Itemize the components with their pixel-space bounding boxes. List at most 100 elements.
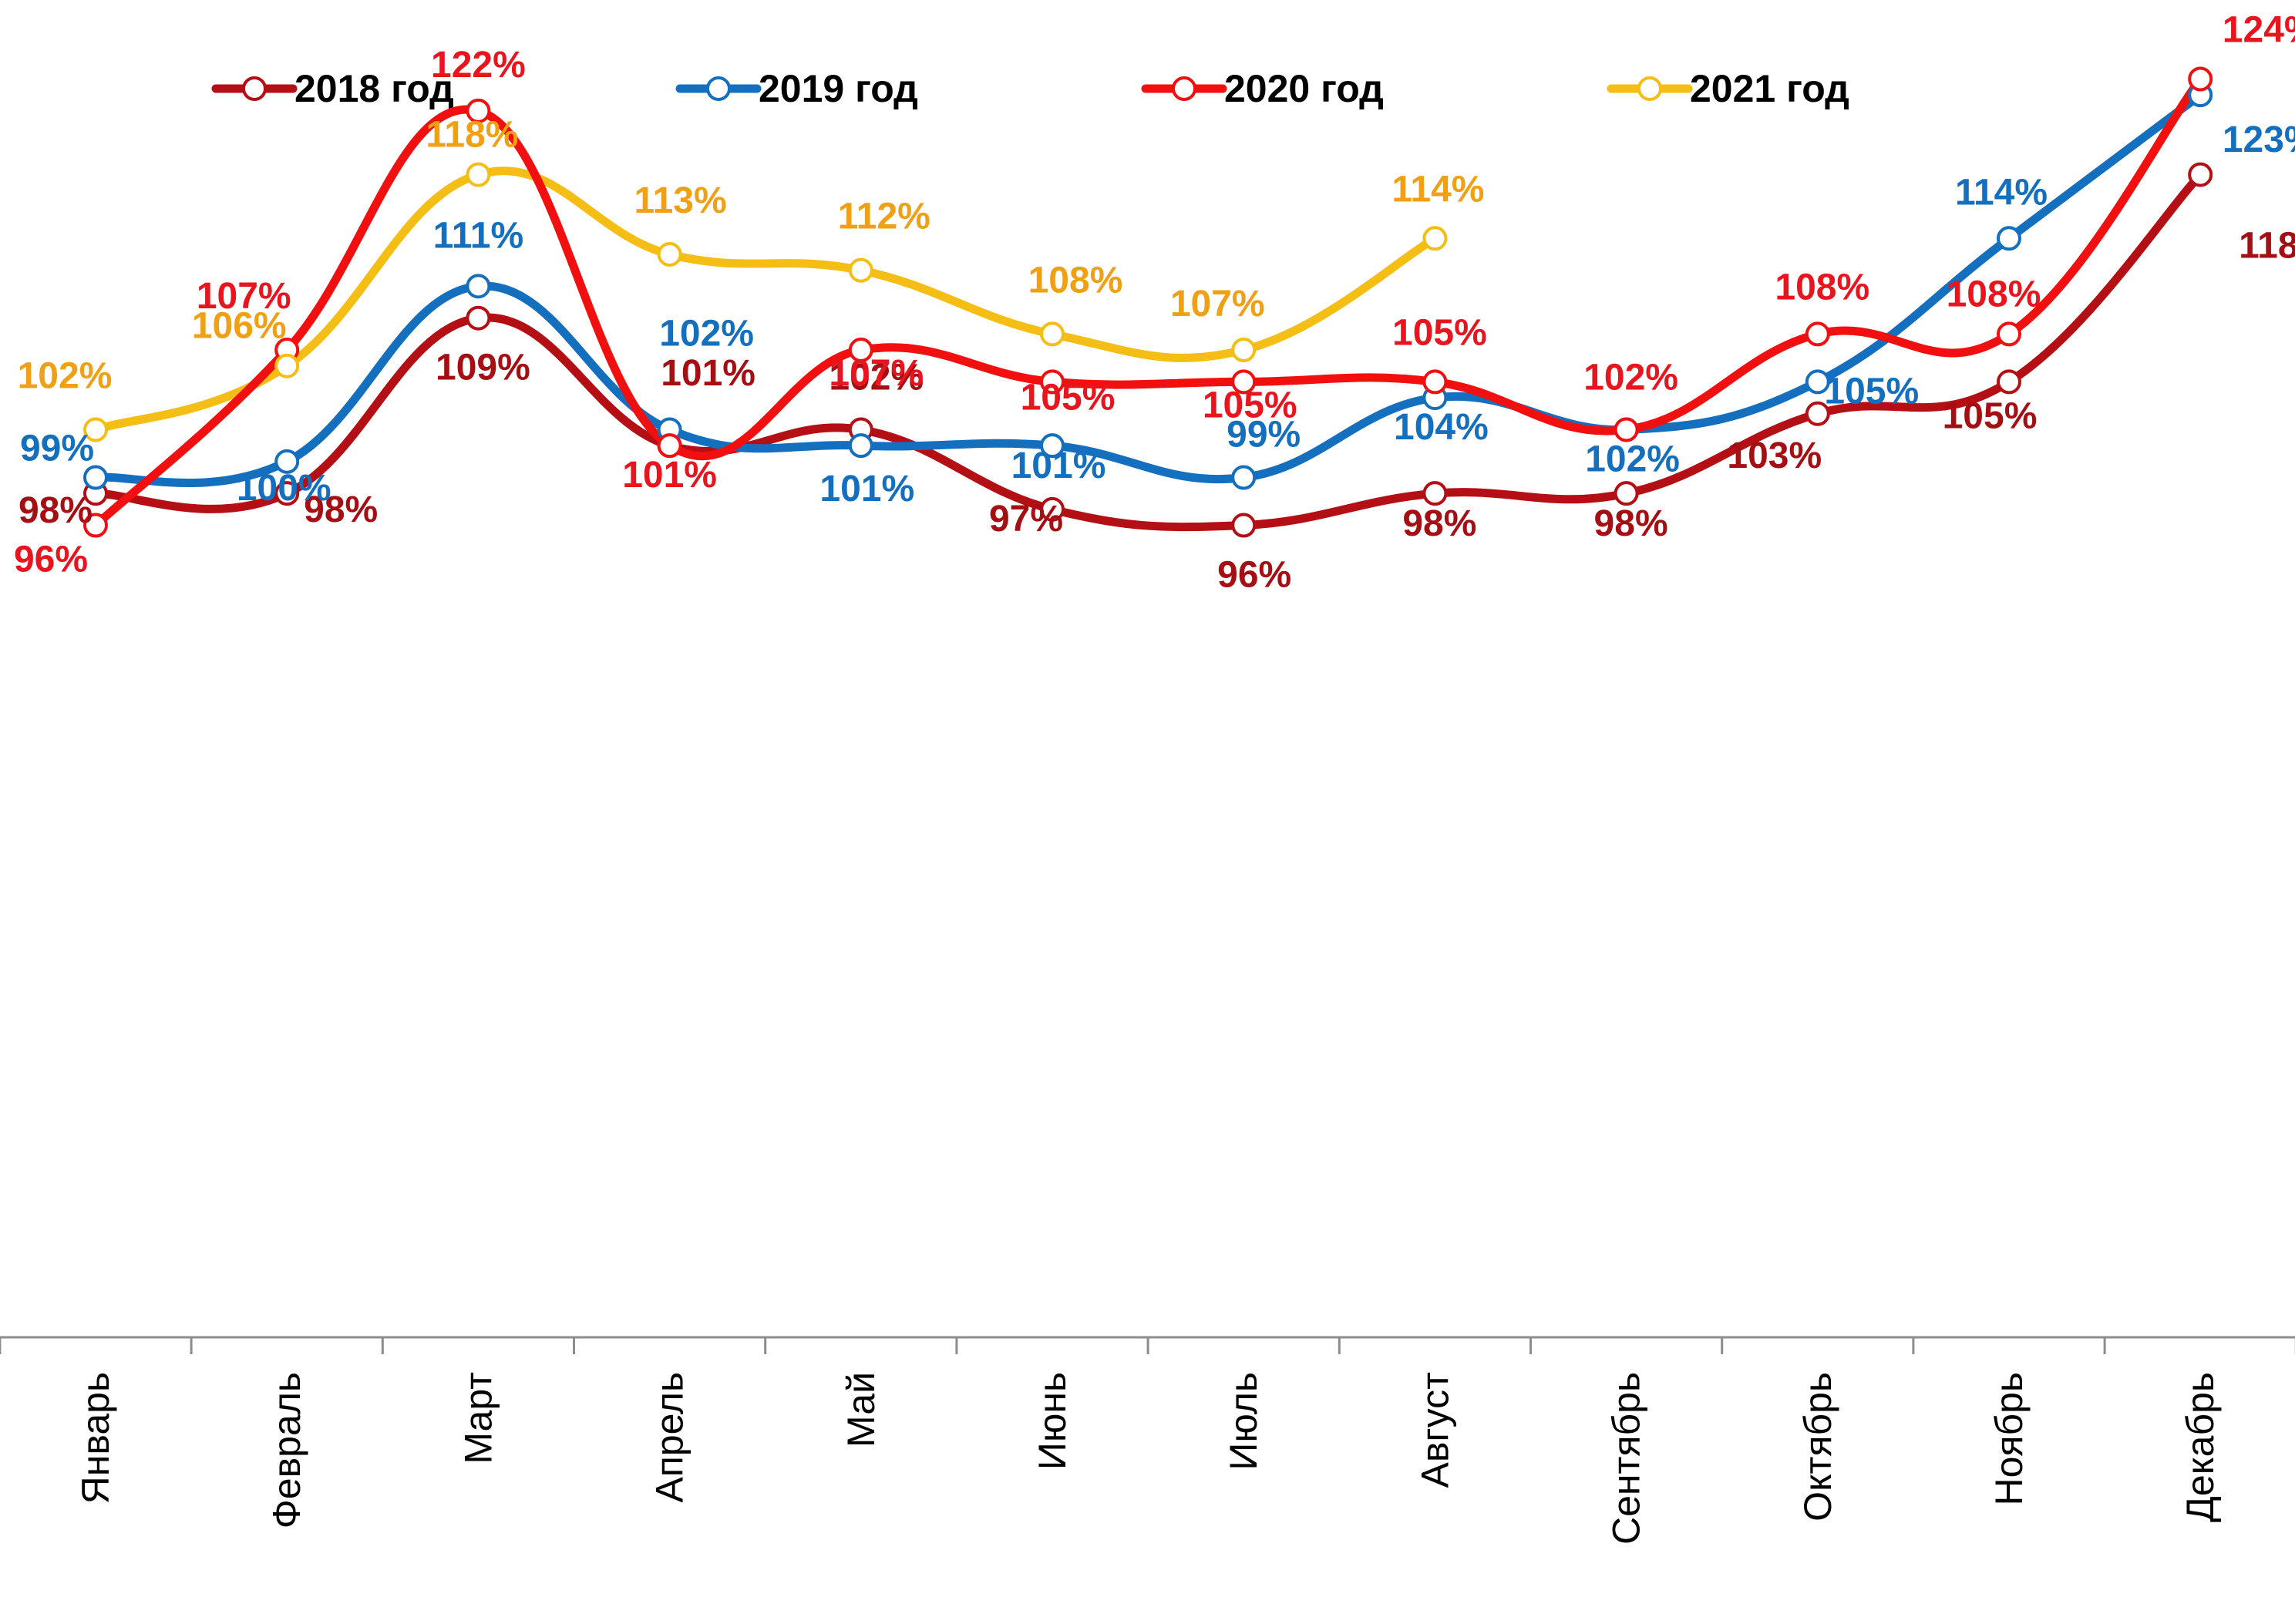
x-axis-tick-labels: Январь Февраль Март Апрель Май Июнь Июль Август… [74,1372,2222,1545]
data-label-2018-год-июль: 96% [1217,555,1291,596]
data-label-2019-год-ноябрь: 114% [1955,172,2048,213]
legend: 2018 год 2019 год 2020 год 2021 год [211,67,1849,110]
marker-2018-год-июнь [1040,496,1065,522]
marker-2021-год-февраль [274,353,300,378]
marker-2020-год-октябрь [1805,321,1830,347]
data-label-2018-год-ноябрь: 105% [1943,395,2038,436]
data-label-2019-год-май: 101% [819,469,914,509]
data-label-2021-год-август: 114% [1391,169,1484,210]
data-label-2018-год-декабрь: 118% [2239,226,2295,267]
data-label-2020-год-декабрь: 124% [2223,10,2295,51]
marker-2021-год-июль [1231,338,1257,363]
data-label-2018-год-февраль: 98% [304,489,378,530]
x-tick-label-август: Август [1413,1372,1456,1488]
series-line-2018-год [91,170,2205,532]
data-label-2019-год-сентябрь: 102% [1585,439,1680,479]
data-label-2019-год-июнь: 101% [1011,446,1106,486]
data-label-2018-год-июнь: 97% [989,499,1063,540]
legend-marker [1637,76,1662,101]
data-label-2021-год-март: 118% [426,115,518,156]
marker-2018-год-декабрь [2188,162,2213,187]
legend-item-2020-год: 2020 год [1141,67,1384,110]
marker-2018-год-август [1422,481,1448,506]
legend-marker [1172,76,1196,101]
data-label-2020-год-февраль: 107% [197,276,291,317]
data-label-2021-год-январь: 102% [18,355,113,396]
marker-2020-год-март [466,98,491,123]
series-lines [91,75,2205,532]
data-label-2019-год-август: 104% [1394,407,1489,448]
data-label-2020-год-январь: 96% [14,540,88,580]
legend-marker [242,76,267,101]
x-tick-label-март: Март [456,1372,500,1464]
marker-2019-год-январь [83,465,108,490]
legend-item-2021-год: 2021 год [1607,67,1849,110]
marker-2019-год-февраль [274,449,300,474]
data-label-2018-год-апрель: 101% [661,353,755,394]
data-label-2021-год-апрель: 113% [634,180,727,221]
data-label-2020-год-октябрь: 108% [1775,267,1869,308]
legend-item-2018-год: 2018 год [211,67,454,110]
data-label-2021-год-июль: 107% [1170,284,1265,324]
legend-label: 2021 год [1690,67,1849,110]
x-tick-label-декабрь: Декабрь [2179,1372,2222,1522]
x-tick-label-сентябрь: Сентябрь [1605,1372,1648,1545]
legend-marker [706,76,731,101]
series-line-2019-год [91,90,2205,487]
marker-2021-год-январь [83,417,108,442]
marker-2020-год-апрель [657,433,682,459]
marker-2021-год-апрель [657,241,682,267]
data-label-2018-год-май: 102% [829,357,924,398]
marker-2019-год-май [848,433,873,459]
legend-label: 2019 год [759,67,918,110]
data-label-2020-год-июнь: 105% [1021,377,1116,418]
data-label-2020-год-май: 107% [829,353,924,394]
x-tick-label-февраль: Февраль [265,1372,308,1528]
x-tick-label-апрель: Апрель [648,1372,692,1503]
marker-2020-год-сентябрь [1614,417,1639,442]
x-tick-label-октябрь: Октябрь [1796,1372,1839,1521]
marker-2018-год-ноябрь [1997,369,2021,395]
data-label-2019-год-декабрь: 123% [2223,119,2295,160]
x-tick-label-май: Май [840,1372,883,1447]
series-markers [83,66,2213,538]
marker-2019-год-март [466,274,491,299]
data-label-2018-год-январь: 98% [19,490,93,531]
marker-2020-год-август [1422,369,1448,395]
legend-item-2019-год: 2019 год [675,67,918,110]
x-tick-label-июнь: Июнь [1031,1372,1074,1470]
data-label-2020-год-ноябрь: 108% [1947,274,2041,314]
marker-2021-год-август [1422,226,1448,251]
legend-label: 2018 год [294,67,454,110]
x-tick-label-январь: Январь [74,1372,117,1504]
x-tick-label-июль: Июль [1222,1372,1265,1471]
data-label-2019-год-октябрь: 105% [1824,371,1919,412]
data-label-2021-год-февраль: 106% [192,306,287,347]
marker-2019-год-октябрь [1805,369,1830,395]
data-label-2018-год-октябрь: 103% [1727,435,1822,476]
series-line-2020-год [91,75,2205,530]
marker-2019-год-ноябрь [1997,226,2021,251]
data-label-2020-год-август: 105% [1392,312,1487,353]
marker-2021-год-май [848,257,873,283]
marker-2020-год-июнь [1040,369,1065,395]
marker-2021-год-июнь [1040,321,1065,347]
data-label-2020-год-апрель: 101% [622,455,717,496]
marker-2020-год-декабрь [2188,66,2213,92]
marker-2018-год-сентябрь [1614,481,1639,506]
marker-2018-год-март [466,305,491,331]
data-label-2018-год-март: 109% [436,348,530,388]
marker-2018-год-июль [1231,513,1257,538]
marker-2019-год-июнь [1040,433,1065,459]
marker-2021-год-март [466,162,491,187]
marker-2019-год-июль [1231,465,1257,490]
data-label-2019-год-январь: 99% [20,429,94,469]
data-label-2018-год-август: 98% [1402,503,1476,544]
data-label-2019-год-июль: 99% [1227,415,1301,456]
data-label-2018-год-сентябрь: 98% [1594,503,1668,544]
x-axis-ticks [0,1337,2295,1354]
x-tick-label-ноябрь: Ноябрь [1987,1372,2031,1506]
data-label-2020-год-июль: 105% [1203,385,1297,425]
marker-2020-год-май [848,338,873,363]
